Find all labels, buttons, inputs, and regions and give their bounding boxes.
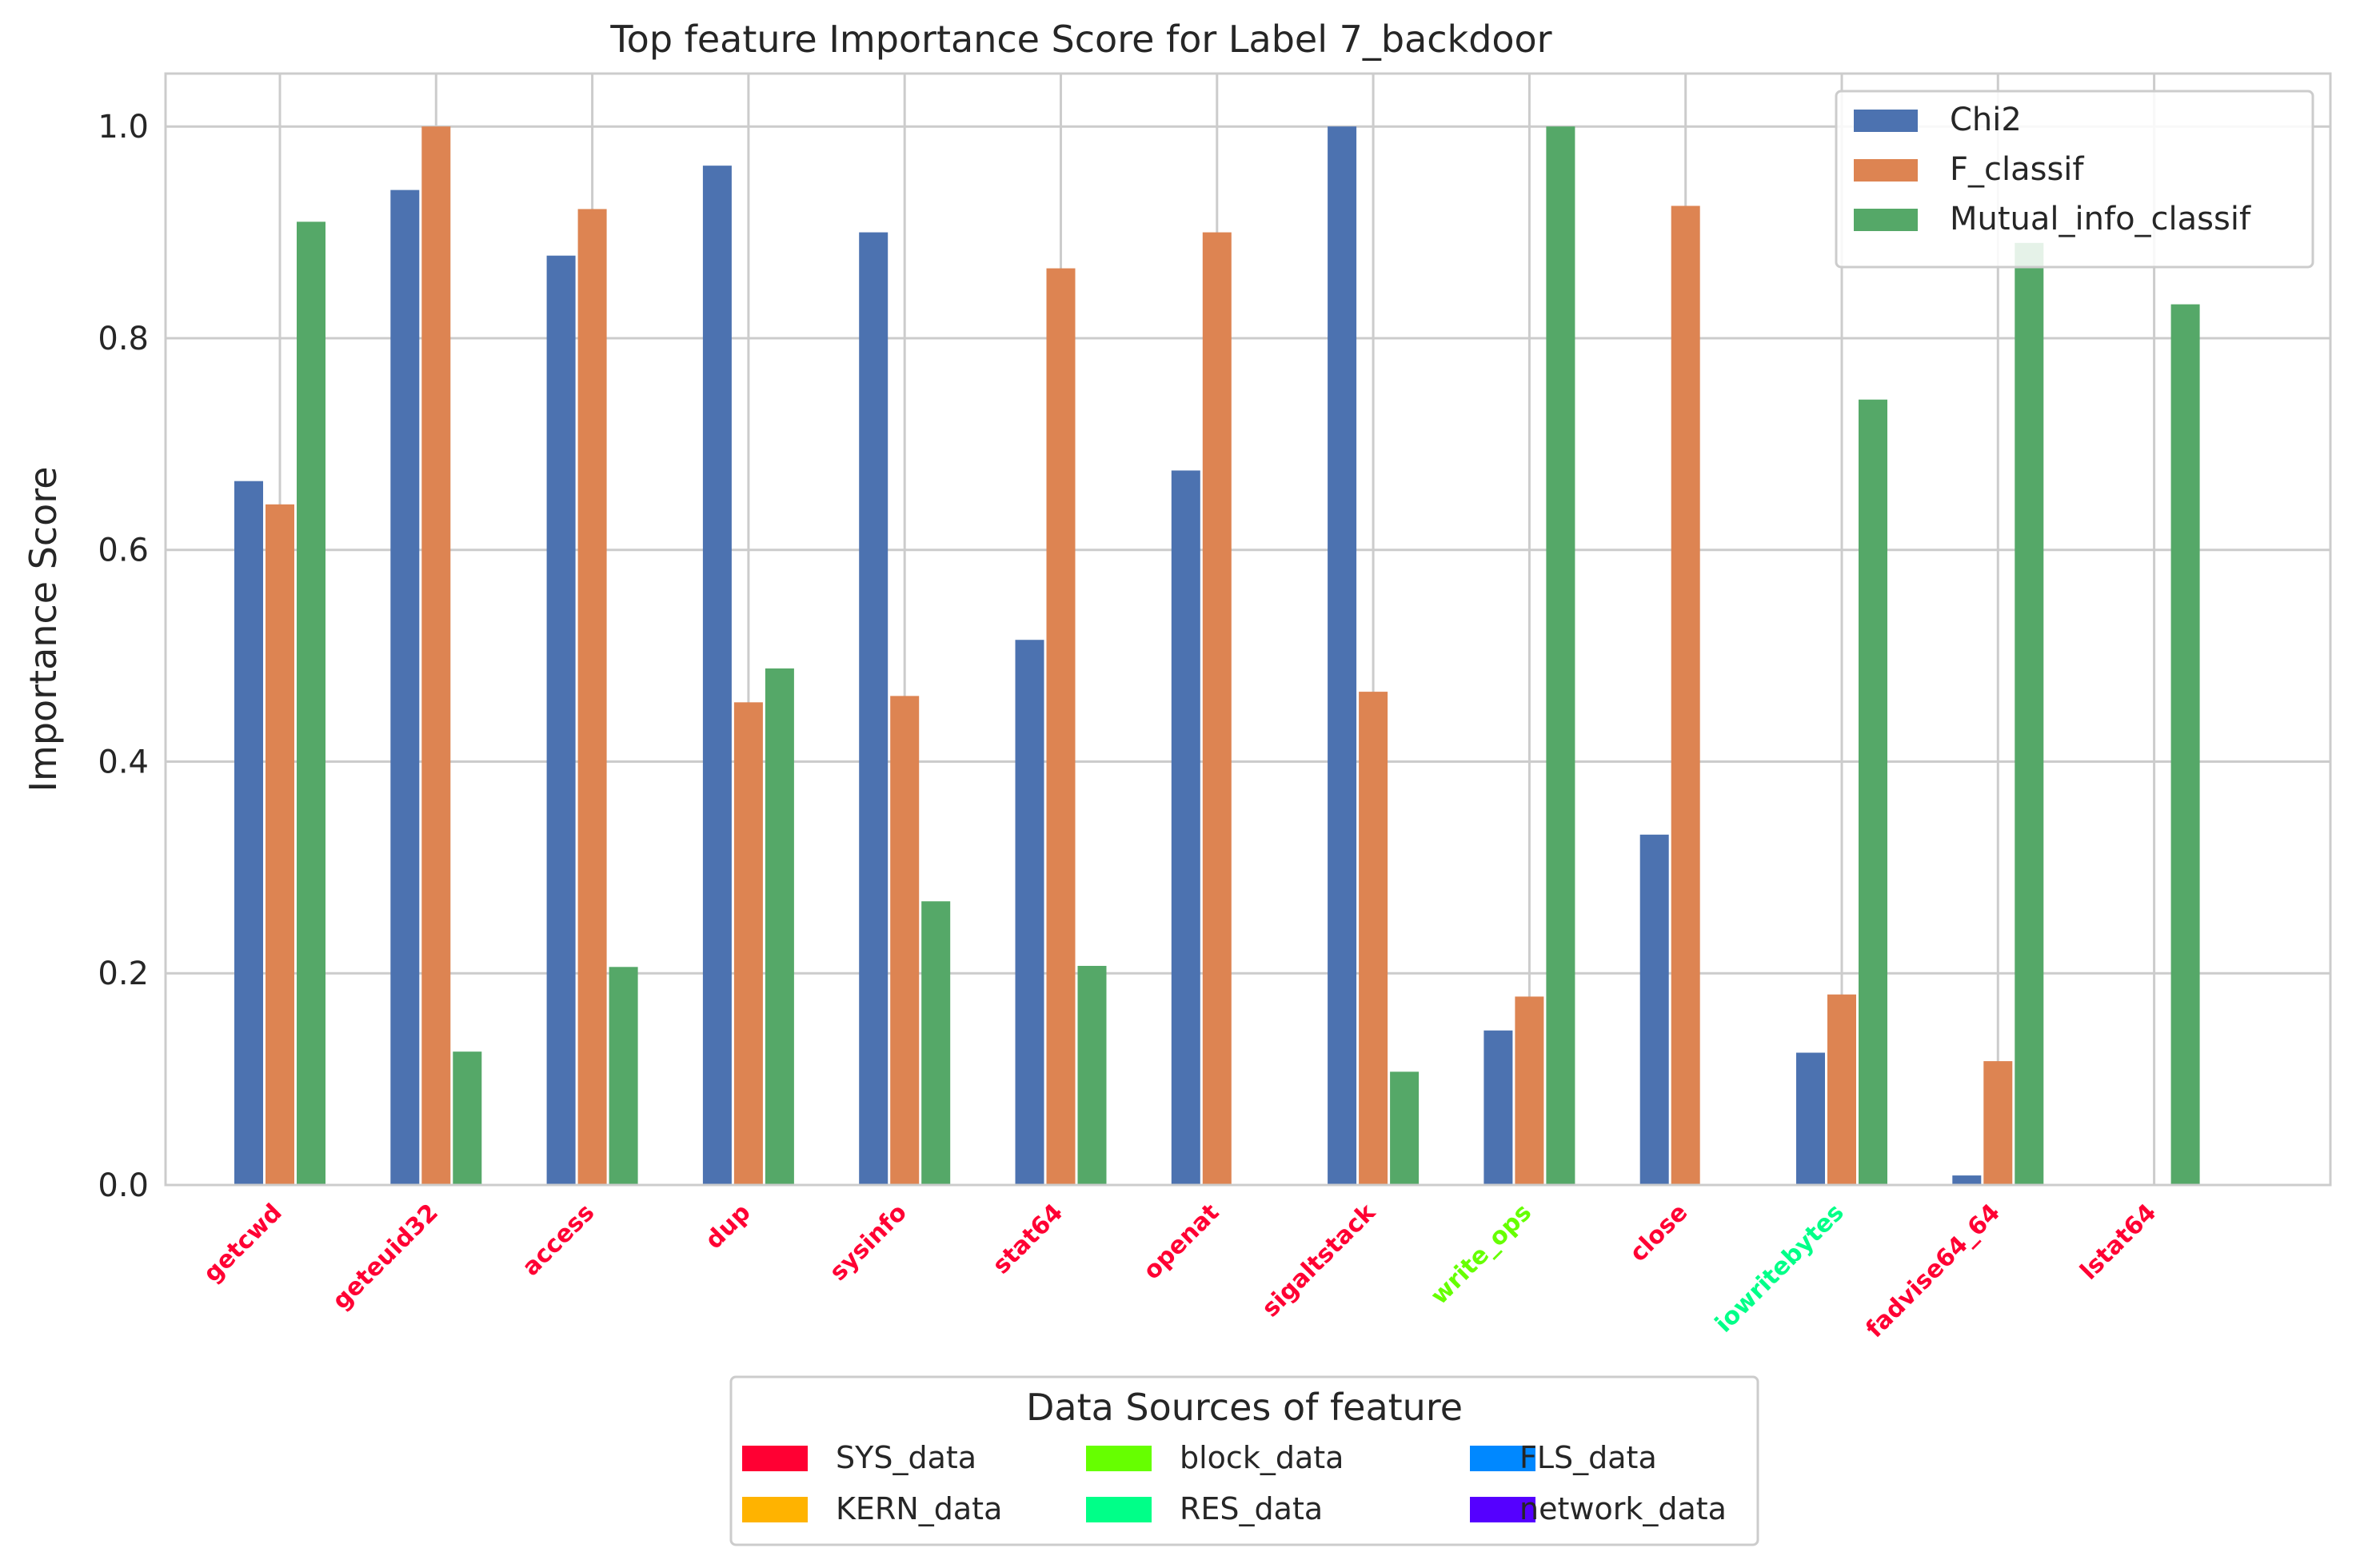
bar-f-classif bbox=[1359, 692, 1388, 1185]
y-tick-label: 0.0 bbox=[98, 1167, 149, 1204]
x-tick-label: write_ops bbox=[1425, 1199, 1537, 1311]
bar-f-classif bbox=[1046, 268, 1076, 1186]
bar-chi2 bbox=[1015, 640, 1044, 1185]
y-tick-label: 0.4 bbox=[98, 744, 149, 780]
series-legend-swatch bbox=[1854, 159, 1918, 182]
bar-mutual-info-classif bbox=[1546, 126, 1575, 1186]
x-tick-label: openat bbox=[1138, 1199, 1224, 1285]
source-legend-label: network_data bbox=[1519, 1491, 1727, 1526]
x-tick-label: getcwd bbox=[198, 1199, 288, 1288]
y-tick-label: 0.6 bbox=[98, 533, 149, 569]
source-legend-swatch bbox=[1470, 1446, 1535, 1471]
bar-chi2 bbox=[546, 255, 576, 1185]
y-axis-ticks: 0.0 0.2 0.4 0.6 0.8 1.0 bbox=[98, 109, 149, 1204]
bar-f-classif bbox=[1827, 994, 1856, 1185]
bar-chi2 bbox=[1952, 1175, 1982, 1185]
bar-chi2 bbox=[1639, 834, 1669, 1185]
bar-f-classif bbox=[266, 504, 294, 1185]
bar-chi2 bbox=[1796, 1052, 1825, 1185]
x-tick-label: lstat64 bbox=[2074, 1199, 2162, 1286]
x-tick-label: access bbox=[517, 1199, 600, 1282]
x-tick-label: close bbox=[1624, 1199, 1693, 1267]
bar-mutual-info-classif bbox=[297, 221, 325, 1185]
y-axis-label: Importance Score bbox=[22, 466, 65, 792]
x-tick-label: sysinfo bbox=[825, 1199, 912, 1287]
x-tick-label: geteuid32 bbox=[327, 1199, 444, 1315]
source-legend-swatch bbox=[1086, 1497, 1152, 1522]
series-legend-label: Chi2 bbox=[1950, 102, 2022, 138]
series-legend: Chi2 F_classif Mutual_info_classif bbox=[1835, 90, 2314, 269]
bar-f-classif bbox=[1202, 232, 1232, 1186]
series-legend-label: F_classif bbox=[1950, 151, 2084, 188]
bar-f-classif bbox=[890, 696, 920, 1185]
source-legend-title: Data Sources of feature bbox=[1026, 1386, 1463, 1429]
bar-chi2 bbox=[1171, 470, 1200, 1185]
source-legend-label: RES_data bbox=[1180, 1491, 1323, 1526]
bar-mutual-info-classif bbox=[1859, 399, 1887, 1185]
y-tick-label: 0.2 bbox=[98, 956, 149, 992]
x-axis-ticks: getcwd geteuid32 access dup sysinfo stat64 ope… bbox=[198, 1198, 2162, 1343]
bar-chi2 bbox=[1483, 1030, 1513, 1185]
series-legend-box bbox=[1835, 90, 2314, 269]
bar-f-classif bbox=[1515, 996, 1544, 1185]
x-tick-label: fadvise64_64 bbox=[1861, 1199, 2006, 1343]
bar-chi2 bbox=[859, 232, 888, 1186]
series-legend-swatch bbox=[1854, 110, 1918, 132]
y-tick-label: 1.0 bbox=[98, 109, 149, 146]
bar-mutual-info-classif bbox=[2170, 304, 2200, 1186]
source-legend-swatch bbox=[742, 1497, 808, 1522]
source-legend-swatch bbox=[1086, 1446, 1152, 1471]
source-legend-label: KERN_data bbox=[836, 1491, 1002, 1526]
source-legend-swatch bbox=[742, 1446, 808, 1471]
bar-mutual-info-classif bbox=[921, 901, 951, 1185]
bar-chi2 bbox=[1328, 126, 1357, 1186]
bar-f-classif bbox=[733, 702, 763, 1185]
chart-title: Top feature Importance Score for Label 7… bbox=[609, 18, 1551, 61]
y-tick-label: 0.8 bbox=[98, 321, 149, 357]
source-legend-label: block_data bbox=[1180, 1440, 1344, 1475]
bar-f-classif bbox=[1671, 205, 1700, 1185]
bar-chi2 bbox=[234, 481, 263, 1185]
bars bbox=[234, 126, 2200, 1186]
x-tick-label: sigaltstack bbox=[1256, 1198, 1381, 1323]
x-tick-label: iowritebytes bbox=[1710, 1199, 1850, 1339]
bar-chi2 bbox=[390, 190, 420, 1186]
source-legend: Data Sources of feature SYS_data KERN_dat… bbox=[729, 1375, 1759, 1546]
series-legend-swatch bbox=[1854, 209, 1918, 231]
bar-f-classif bbox=[421, 126, 451, 1186]
bar-mutual-info-classif bbox=[2015, 242, 2044, 1185]
bar-chi2 bbox=[702, 166, 732, 1186]
bar-f-classif bbox=[577, 209, 607, 1185]
source-legend-label: SYS_data bbox=[836, 1440, 976, 1475]
source-legend-label: FLS_data bbox=[1519, 1440, 1657, 1475]
plot-frame bbox=[164, 72, 2332, 1187]
bar-mutual-info-classif bbox=[1077, 965, 1107, 1185]
bar-mutual-info-classif bbox=[765, 668, 794, 1185]
bar-f-classif bbox=[1983, 1061, 2013, 1185]
series-legend-label: Mutual_info_classif bbox=[1950, 201, 2251, 237]
bar-mutual-info-classif bbox=[453, 1051, 482, 1185]
x-tick-label: stat64 bbox=[988, 1199, 1068, 1279]
bar-mutual-info-classif bbox=[609, 967, 638, 1185]
bar-mutual-info-classif bbox=[1390, 1071, 1420, 1185]
x-tick-label: dup bbox=[700, 1199, 756, 1255]
source-legend-swatch bbox=[1470, 1497, 1535, 1522]
